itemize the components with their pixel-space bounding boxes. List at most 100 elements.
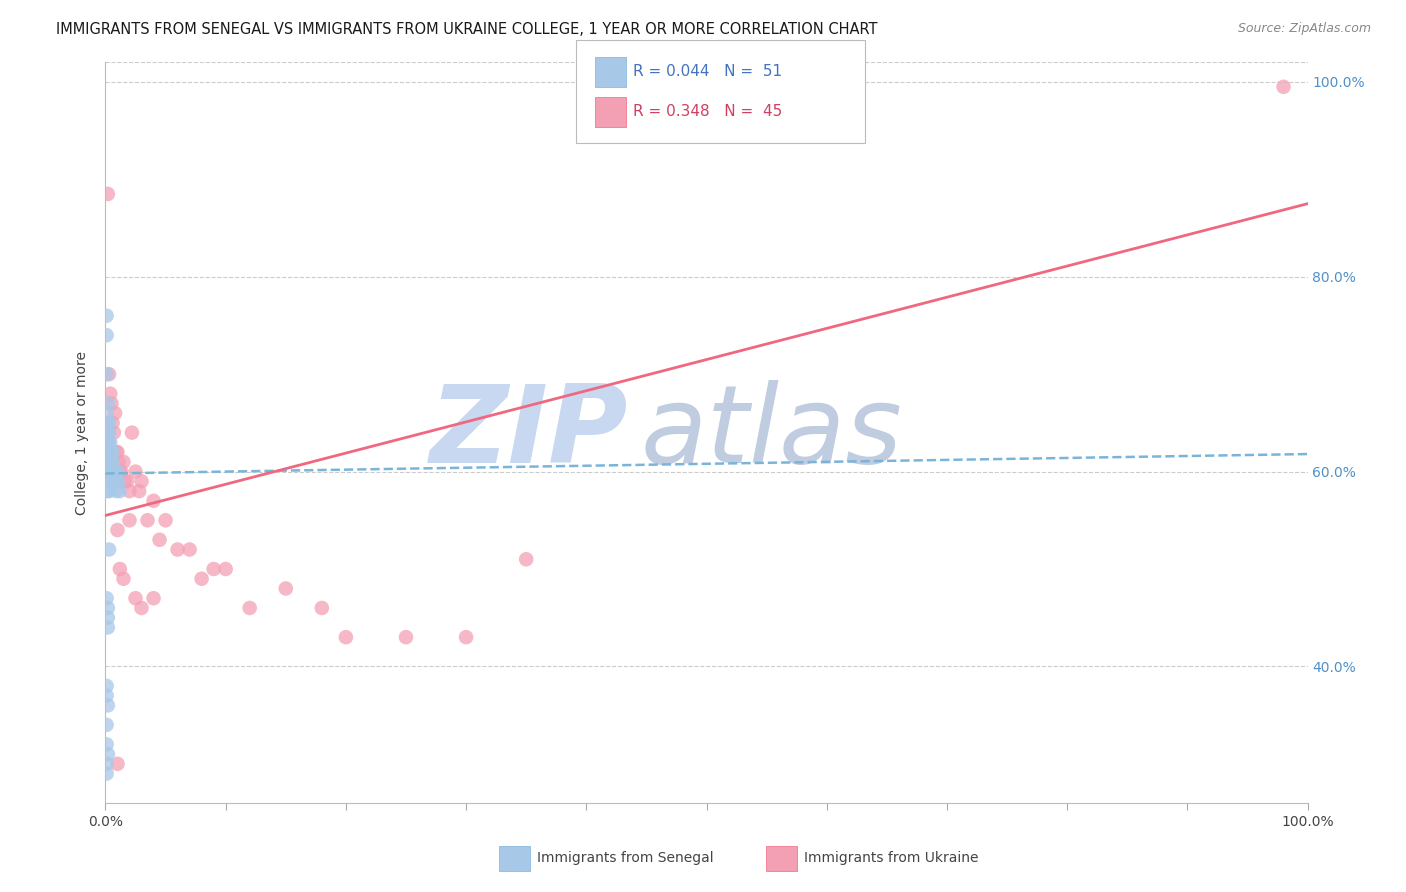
Point [98,465,121,479]
Point [1272,79,1295,94]
Point [454,630,477,644]
Point [107,455,129,469]
Point [97,435,120,450]
Point [335,630,357,644]
Point [98,445,121,459]
Point [100,396,122,410]
Point [115,475,138,489]
Point [239,601,262,615]
Point [97,416,120,430]
Point [105,445,128,459]
Point [136,513,159,527]
Point [97,445,120,459]
Point [142,591,165,606]
Point [114,475,136,489]
Point [142,493,165,508]
Point [98,416,121,430]
Point [100,465,122,479]
Point [97,455,120,469]
Point [100,445,122,459]
Point [97,475,120,489]
Point [155,513,177,527]
Point [202,562,225,576]
Point [98,367,121,381]
Text: R = 0.348   N =  45: R = 0.348 N = 45 [633,104,782,119]
Point [103,425,125,440]
Point [97,484,120,499]
Point [118,513,141,527]
Point [97,425,120,440]
Point [98,435,121,450]
Point [121,425,143,440]
Point [98,542,121,557]
Point [96,406,118,420]
Point [96,367,118,381]
Text: R = 0.044   N =  51: R = 0.044 N = 51 [633,64,782,78]
Text: Source: ZipAtlas.com: Source: ZipAtlas.com [1237,22,1371,36]
Point [105,484,128,499]
Point [98,465,121,479]
Point [124,465,146,479]
Point [131,475,153,489]
Point [214,562,236,576]
Point [96,309,118,323]
Point [110,465,132,479]
Point [124,591,146,606]
Point [96,689,118,703]
Point [97,698,120,713]
Point [118,484,141,499]
Point [97,611,120,625]
Point [98,475,121,489]
Text: ZIP: ZIP [430,380,628,485]
Point [108,562,131,576]
Point [98,484,121,499]
Point [101,445,124,459]
Point [98,435,121,450]
Point [96,766,118,780]
Point [190,572,212,586]
Point [97,620,120,634]
Point [104,475,127,489]
Point [98,386,121,401]
Point [108,465,131,479]
Point [107,475,129,489]
Point [107,445,129,459]
Point [274,582,297,596]
Point [96,679,118,693]
Y-axis label: College, 1 year or more: College, 1 year or more [76,351,90,515]
Text: IMMIGRANTS FROM SENEGAL VS IMMIGRANTS FROM UKRAINE COLLEGE, 1 YEAR OR MORE CORRE: IMMIGRANTS FROM SENEGAL VS IMMIGRANTS FR… [56,22,877,37]
Point [395,630,418,644]
Point [96,737,118,751]
Text: atlas: atlas [640,380,903,485]
Point [96,591,118,606]
Text: Immigrants from Ukraine: Immigrants from Ukraine [804,851,979,865]
Point [101,416,124,430]
Point [131,601,153,615]
Point [107,756,129,771]
Point [98,455,121,469]
Point [103,475,125,489]
Point [128,484,150,499]
Point [107,523,129,537]
Point [96,328,118,343]
Point [97,186,120,201]
Point [148,533,170,547]
Point [103,465,125,479]
Point [179,542,201,557]
Point [107,465,129,479]
Point [96,718,118,732]
Point [112,455,135,469]
Point [112,572,135,586]
Point [104,465,127,479]
Point [97,601,120,615]
Point [97,396,120,410]
Point [104,406,127,420]
Point [311,601,333,615]
Point [96,756,118,771]
Point [108,484,131,499]
Point [98,445,121,459]
Point [97,747,120,761]
Point [98,455,121,469]
Point [101,455,124,469]
Point [98,425,121,440]
